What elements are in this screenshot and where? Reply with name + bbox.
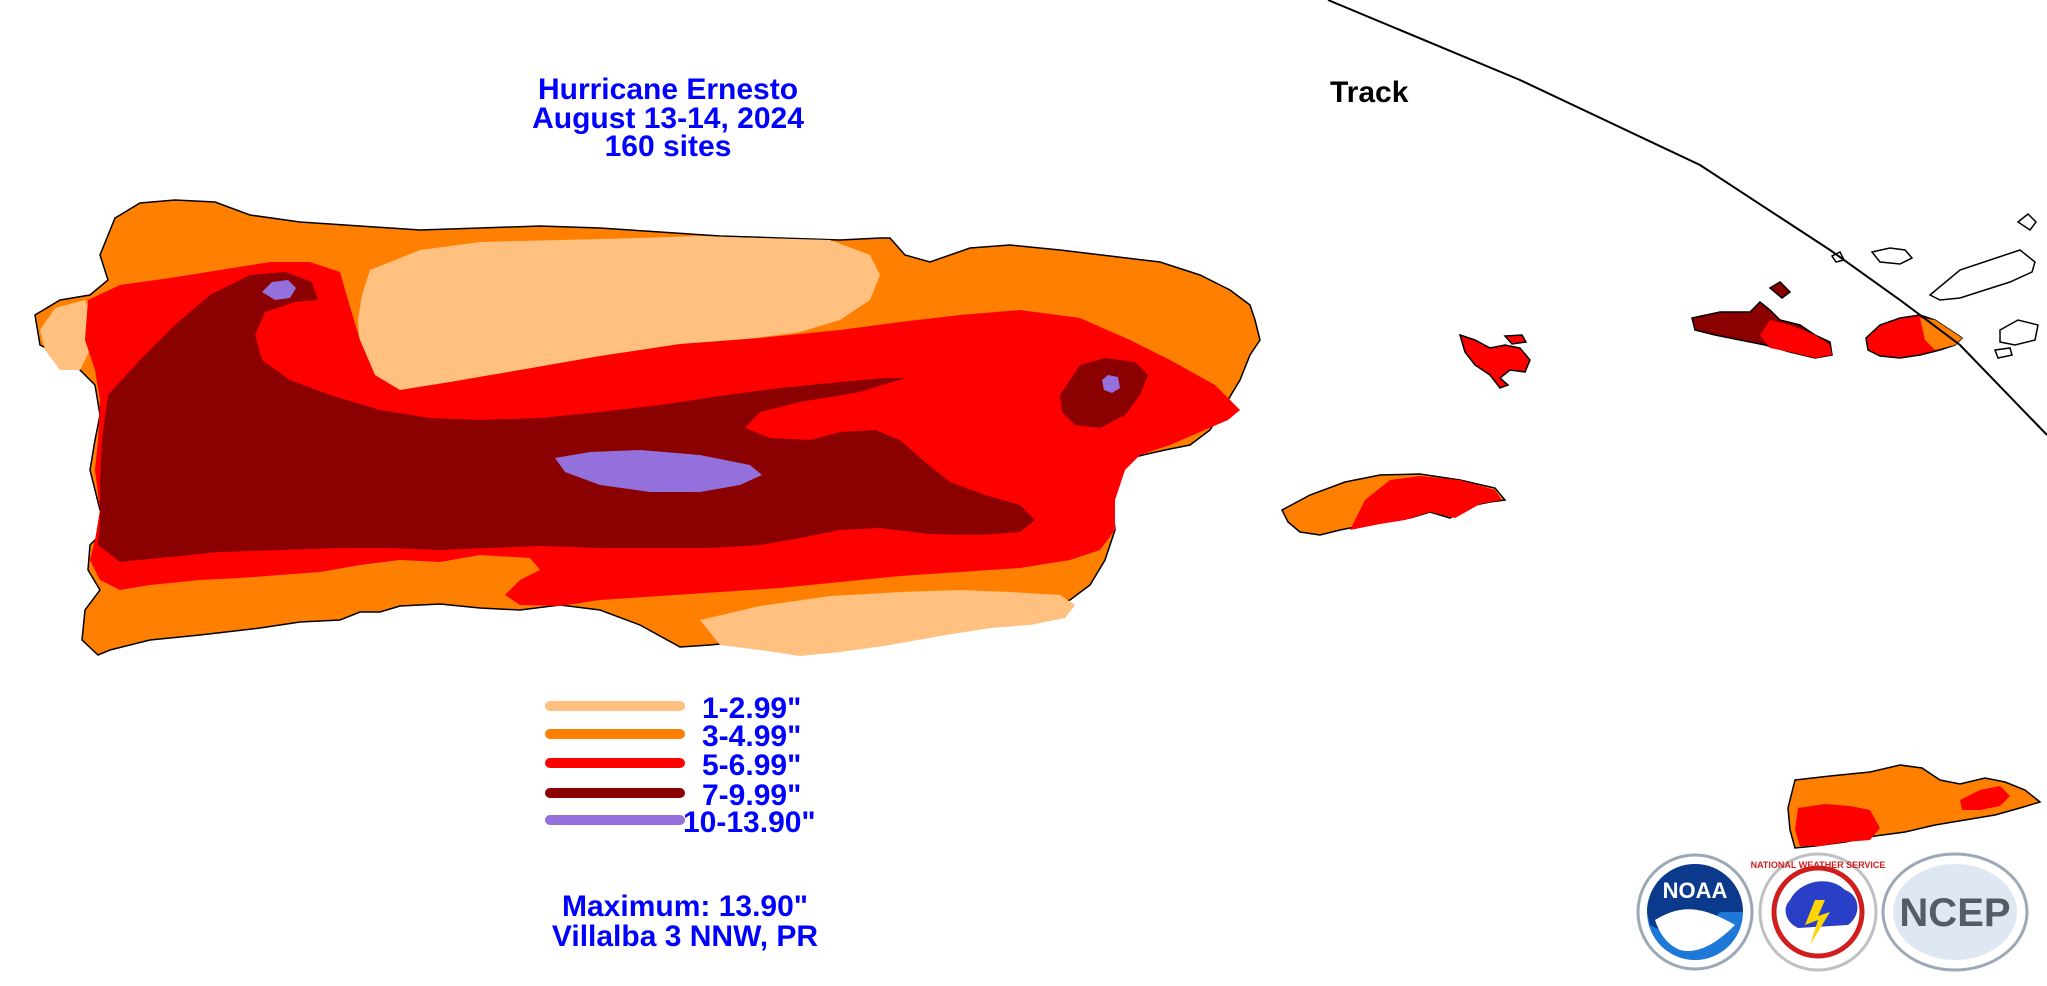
- st-john-island: [1865, 314, 1964, 359]
- st-croix-island: [1787, 764, 2042, 849]
- svg-text:NATIONAL WEATHER SERVICE: NATIONAL WEATHER SERVICE: [1751, 860, 1886, 870]
- maximum-location: Villalba 3 NNW, PR: [552, 920, 819, 953]
- legend: 1-2.99" 3-4.99" 5-6.99" 7-9.99" 10-13.90…: [545, 692, 816, 839]
- band-7-9.99-main: [98, 272, 1035, 562]
- map-title-line1: Hurricane Ernesto: [538, 73, 798, 106]
- legend-label-4: 7-9.99": [702, 779, 801, 812]
- legend-label-1: 1-2.99": [702, 692, 801, 725]
- hurricane-track-line: [1327, 0, 2047, 436]
- vieques-island: [1281, 473, 1507, 536]
- legend-label-2: 3-4.99": [702, 720, 801, 753]
- track-label: Track: [1330, 76, 1409, 109]
- noaa-logo: NOAA: [1636, 853, 1754, 971]
- map-title-line3: 160 sites: [605, 130, 732, 163]
- svg-text:NOAA: NOAA: [1663, 878, 1728, 903]
- band-10-13.90-central: [555, 450, 762, 492]
- puerto-rico-island: [34, 199, 1261, 656]
- legend-label-5: 10-13.90": [683, 806, 816, 839]
- band-10-13.90-east: [1102, 375, 1120, 393]
- nws-logo: NATIONAL WEATHER SERVICE: [1751, 852, 1886, 972]
- band-1-2.99-west: [40, 300, 95, 370]
- legend-label-3: 5-6.99": [702, 749, 801, 782]
- band-10-13.90-west: [262, 280, 296, 300]
- band-1-2.99-south: [700, 590, 1075, 656]
- band-7-9.99-east: [1060, 358, 1148, 428]
- band-1-2.99-north: [358, 236, 880, 390]
- ncep-logo: NCEP: [1881, 852, 2029, 972]
- culebra-island: [1458, 333, 1531, 389]
- st-thomas-island: [1691, 281, 1833, 359]
- svg-text:NCEP: NCEP: [1899, 891, 2010, 935]
- maximum-value: Maximum: 13.90": [562, 890, 808, 923]
- map-title-line2: August 13-14, 2024: [532, 102, 804, 135]
- bvi-islands: [1830, 212, 2039, 359]
